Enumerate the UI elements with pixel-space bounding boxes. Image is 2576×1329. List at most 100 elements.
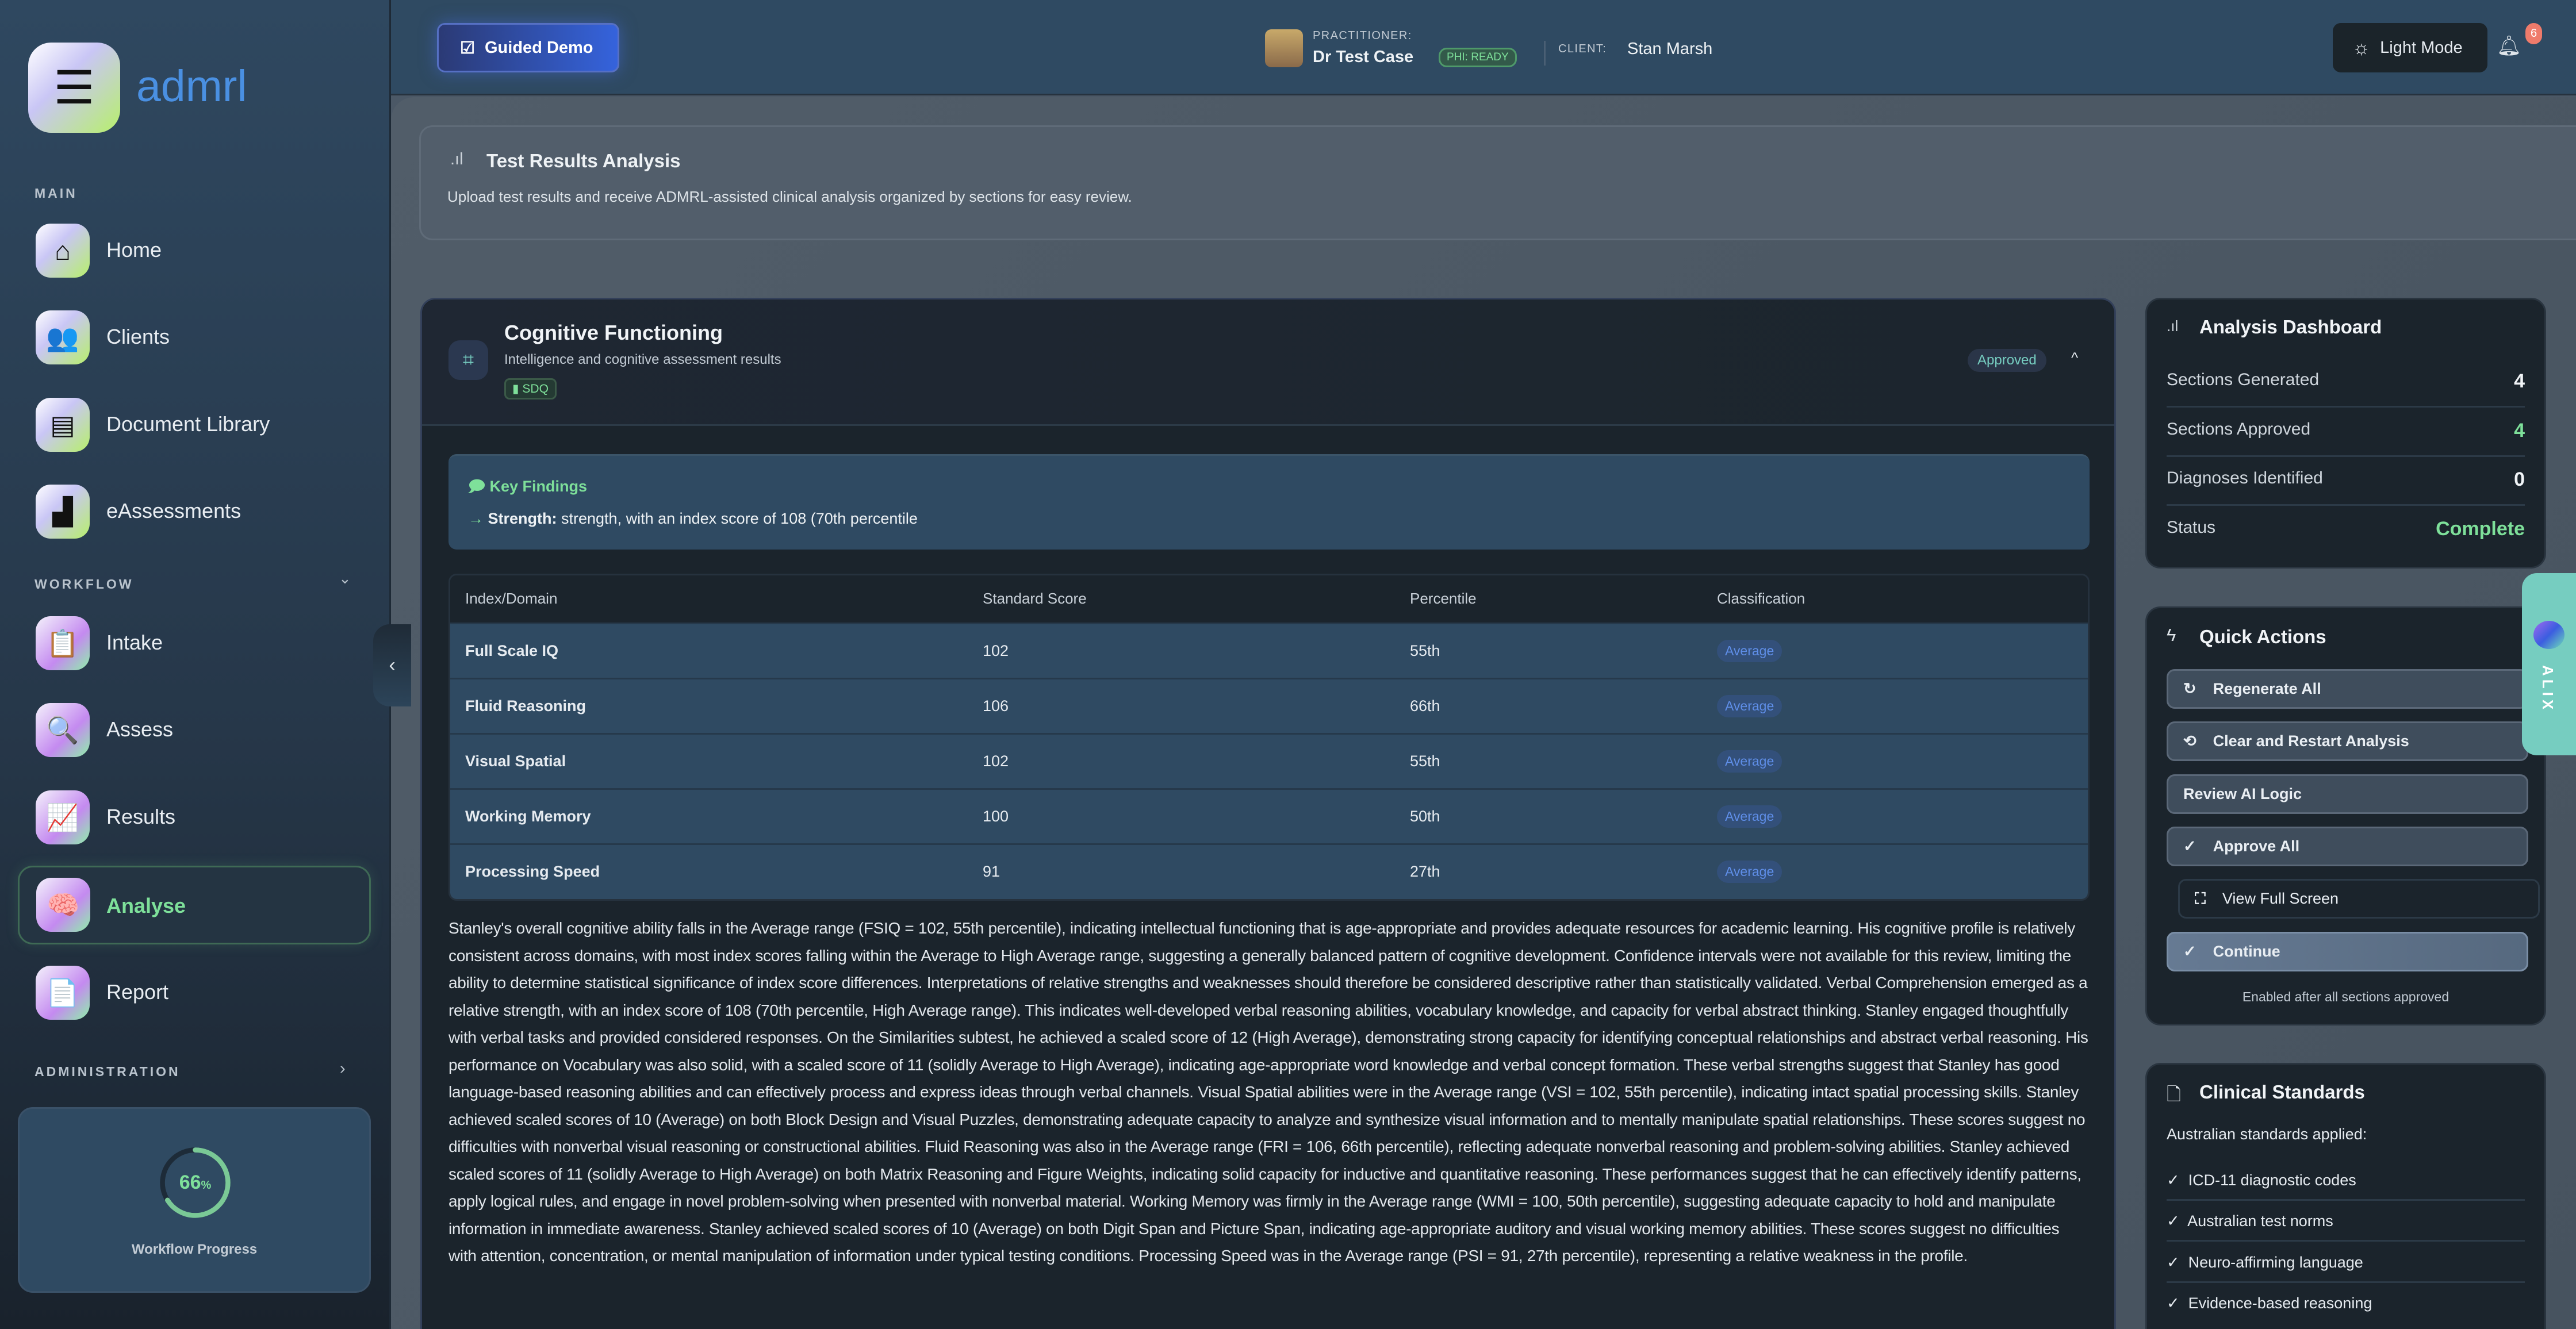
classification-badge: Average xyxy=(1717,694,1782,717)
document-icon: 🗋 xyxy=(2167,1084,2181,1104)
table-row: Working Memory 100 50th Average xyxy=(450,788,2088,844)
tag-label: SDQ xyxy=(522,382,549,395)
standard-item: ✓ Evidence-based reasoning xyxy=(2167,1295,2372,1312)
chevron-left-icon: ‹ xyxy=(389,654,396,676)
continue-button[interactable]: ✓ Continue xyxy=(2167,932,2528,971)
sidebar-item-analyse[interactable]: 🧠 Analyse xyxy=(18,866,371,944)
practitioner-label: PRACTITIONER: xyxy=(1313,29,1412,42)
bar-chart-icon: .ıl xyxy=(2167,317,2179,335)
sidebar-item-document-library[interactable]: ▤ Document Library xyxy=(18,394,371,455)
checklist-icon: ☑ xyxy=(460,39,475,57)
guided-demo-label: Guided Demo xyxy=(485,38,593,57)
main-section-label: MAIN xyxy=(34,186,78,201)
top-header: ☑ Guided Demo PRACTITIONER: Dr Test Case … xyxy=(391,0,2576,95)
score-cell: 100 xyxy=(968,788,1395,844)
sidebar-item-intake[interactable]: 📋 Intake xyxy=(18,613,371,674)
page-title: Test Results Analysis xyxy=(486,150,681,171)
cognitive-functioning-section: ⌗ Cognitive Functioning Intelligence and… xyxy=(420,298,2116,1329)
clipboard-icon: 📋 xyxy=(36,616,90,670)
documents-icon: ▤ xyxy=(36,398,90,452)
sidebar-item-label: Document Library xyxy=(106,412,270,436)
bell-icon[interactable]: 🔔︎ xyxy=(2497,35,2522,57)
domain-cell: Full Scale IQ xyxy=(450,622,968,678)
button-label: Approve All xyxy=(2213,838,2300,855)
fullscreen-icon: ⛶ xyxy=(2195,889,2206,907)
standard-label: ICD-11 diagnostic codes xyxy=(2188,1171,2356,1189)
clinical-standards-panel: 🗋 Clinical Standards Australian standard… xyxy=(2145,1063,2546,1329)
approve-all-button[interactable]: ✓ Approve All xyxy=(2167,827,2528,866)
standards-title: Clinical Standards xyxy=(2199,1081,2365,1103)
stat-label: Sections Generated xyxy=(2167,370,2320,389)
sidebar-item-eassessments[interactable]: ▟ eAssessments xyxy=(18,481,371,542)
approved-badge: Approved xyxy=(1968,349,2046,372)
light-mode-label: Light Mode xyxy=(2380,38,2463,57)
quick-actions-panel: ϟ Quick Actions ↻ Regenerate All ⟲ Clear a… xyxy=(2145,606,2546,1025)
analyse-head-icon: 🧠 xyxy=(36,878,90,932)
button-label: View Full Screen xyxy=(2222,890,2339,907)
scores-table: Index/Domain Standard Score Percentile C… xyxy=(448,574,2090,901)
guided-demo-button[interactable]: ☑ Guided Demo xyxy=(437,23,619,72)
regenerate-all-button[interactable]: ↻ Regenerate All xyxy=(2167,669,2528,709)
stat-value: 0 xyxy=(2514,468,2525,490)
stat-label: Status xyxy=(2167,518,2216,537)
stat-row: Sections Approved 4 xyxy=(2167,420,2525,457)
classification-badge: Average xyxy=(1717,750,1782,773)
stat-label: Sections Approved xyxy=(2167,420,2311,439)
score-cell: 91 xyxy=(968,843,1395,899)
key-findings-title-text: Key Findings xyxy=(489,478,587,495)
clients-icon: 👥 xyxy=(36,310,90,364)
column-header: Index/Domain xyxy=(450,575,968,623)
button-label: Review AI Logic xyxy=(2183,785,2302,802)
review-ai-logic-button[interactable]: Review AI Logic xyxy=(2167,774,2528,814)
sidebar-item-home[interactable]: ⌂ Home xyxy=(18,220,371,281)
domain-cell: Processing Speed xyxy=(450,843,968,899)
standard-label: Australian test norms xyxy=(2187,1212,2333,1230)
alix-assistant-tab[interactable]: ALIX xyxy=(2522,573,2576,755)
page-description: Upload test results and receive ADMRL-as… xyxy=(447,188,1132,205)
light-mode-button[interactable]: ☼ Light Mode xyxy=(2333,23,2487,72)
classification-cell: Average xyxy=(1702,622,2088,678)
table-row: Processing Speed 91 27th Average xyxy=(450,843,2088,899)
view-full-screen-button[interactable]: ⛶ View Full Screen xyxy=(2178,879,2540,919)
standard-item: ✓ Neuro-affirming language xyxy=(2167,1254,2525,1283)
sidebar-item-label: Analyse xyxy=(106,894,186,917)
sidebar-item-label: Results xyxy=(106,805,176,828)
key-findings-box: 🗩︎ Key Findings → Strength: strength, wi… xyxy=(448,454,2090,550)
sidebar-item-results[interactable]: 📈 Results xyxy=(18,787,371,848)
finding-label: Strength: xyxy=(488,510,557,527)
sdq-tag: ▮ SDQ xyxy=(504,378,557,400)
practitioner-avatar[interactable] xyxy=(1265,29,1303,67)
classification-badge: Average xyxy=(1717,639,1782,662)
stat-row: Status Complete xyxy=(2167,518,2525,554)
chart-icon: ▟ xyxy=(36,485,90,539)
stat-value: 4 xyxy=(2514,370,2525,392)
chevron-down-icon[interactable]: ⌄ xyxy=(339,570,351,587)
percentile-cell: 50th xyxy=(1395,788,1702,844)
score-cell: 106 xyxy=(968,677,1395,733)
progress-number: 66 xyxy=(179,1171,201,1193)
score-cell: 102 xyxy=(968,732,1395,789)
section-header[interactable]: ⌗ Cognitive Functioning Intelligence and… xyxy=(422,299,2114,426)
sidebar-item-label: Clients xyxy=(106,325,170,348)
collapse-sidebar-button[interactable]: ‹ xyxy=(373,624,411,706)
classification-cell: Average xyxy=(1702,732,2088,789)
clipboard-small-icon: ▮ xyxy=(512,382,523,395)
client-label: CLIENT: xyxy=(1558,43,1607,55)
check-icon: ✓ xyxy=(2183,943,2196,960)
divider xyxy=(1544,41,1546,66)
bar-chart-icon: .ıl xyxy=(450,150,463,168)
sidebar-item-report[interactable]: 📄 Report xyxy=(18,962,371,1023)
domain-cell: Visual Spatial xyxy=(450,732,968,789)
sidebar-item-clients[interactable]: 👥 Clients xyxy=(18,307,371,368)
clear-restart-button[interactable]: ⟲ Clear and Restart Analysis xyxy=(2167,721,2528,761)
chevron-right-icon[interactable]: › xyxy=(340,1059,346,1078)
arrow-right-icon: → xyxy=(468,510,488,527)
workflow-section-label: WORKFLOW xyxy=(34,577,134,591)
chevron-up-icon[interactable]: ^ xyxy=(2071,349,2079,366)
table-header-row: Index/Domain Standard Score Percentile C… xyxy=(450,575,2088,623)
continue-note: Enabled after all sections approved xyxy=(2242,989,2450,1004)
quick-actions-title: Quick Actions xyxy=(2199,626,2326,647)
sidebar-item-assess[interactable]: 🔍 Assess xyxy=(18,700,371,760)
brand-name: admrl xyxy=(136,62,247,111)
progress-ring xyxy=(160,1147,231,1218)
